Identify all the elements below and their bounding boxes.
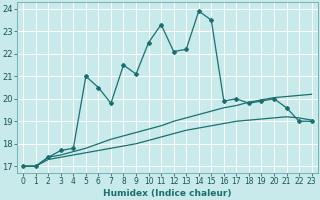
X-axis label: Humidex (Indice chaleur): Humidex (Indice chaleur)	[103, 189, 232, 198]
